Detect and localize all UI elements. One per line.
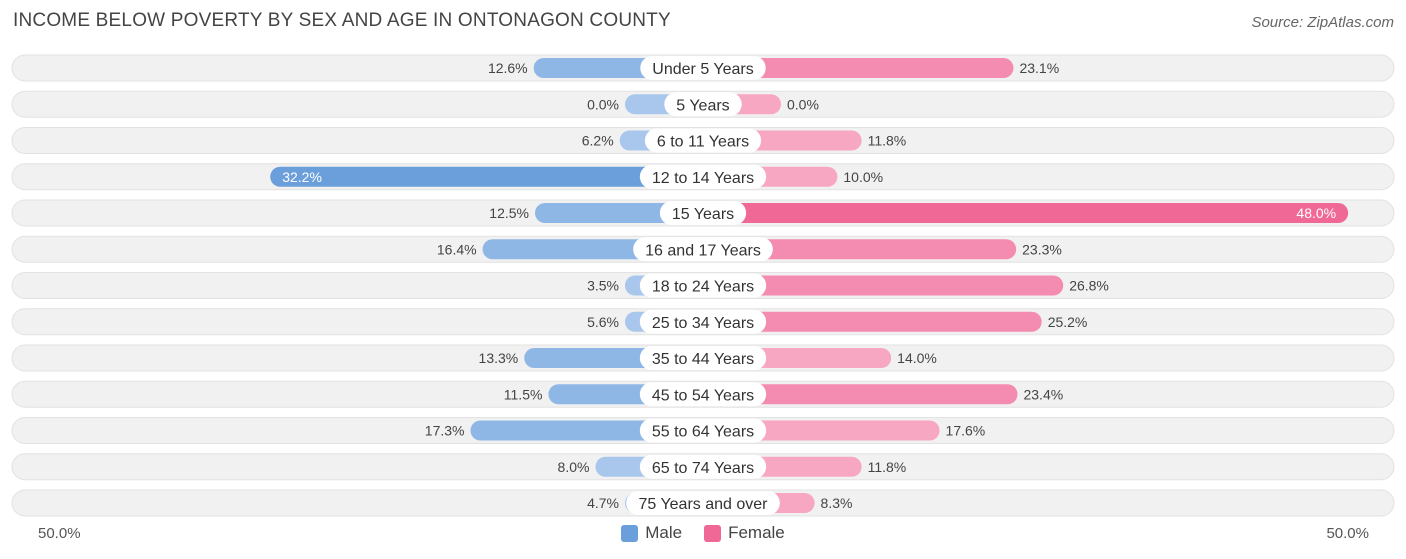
category-label: 35 to 44 Years [652,351,754,368]
male-value-label: 3.5% [587,278,619,294]
category-pill [639,454,767,479]
male-value-label: 4.7% [587,495,619,511]
female-value-label: 11.8% [868,459,907,475]
category-label: 75 Years and over [639,496,769,513]
female-value-label: 26.8% [1069,278,1109,294]
female-value-label: 23.3% [1022,241,1062,257]
category-pill [633,237,773,262]
legend: Male Female [0,523,1406,543]
male-value-label: 32.2% [282,169,322,185]
female-bar [703,203,1349,223]
legend-label-female: Female [728,523,785,542]
female-value-label: 25.2% [1048,314,1088,330]
axis-left-label: 50.0% [38,525,81,542]
legend-label-male: Male [645,523,683,542]
female-value-label: 14.0% [897,350,937,366]
male-value-label: 8.0% [558,459,590,475]
female-bar [703,58,1014,78]
female-value-label: 0.0% [787,96,819,112]
category-pill [644,128,762,153]
female-value-label: 10.0% [843,169,883,185]
female-value-label: 17.6% [946,423,986,439]
female-value-label: 48.0% [1296,205,1336,221]
male-value-label: 12.6% [488,60,528,76]
category-label: Under 5 Years [652,61,753,78]
category-pill [639,346,767,370]
male-value-label: 16.4% [437,241,477,257]
female-bar [703,311,1042,332]
male-value-label: 0.0% [587,96,619,112]
category-pill [639,273,767,298]
male-value-label: 13.3% [479,350,519,366]
category-label: 12 to 14 Years [652,170,754,187]
category-label: 25 to 34 Years [652,315,754,332]
category-label: 15 Years [672,206,734,223]
category-label: 65 to 74 Years [652,460,754,477]
male-value-label: 6.2% [582,133,614,149]
male-value-label: 17.3% [425,423,465,439]
category-pill [664,92,742,117]
male-value-label: 5.6% [587,314,619,330]
chart-area: 12.6% 23.1% Under 5 Years 0.0% 0.0% 5 Years 6.… [11,54,1395,517]
category-label: 18 to 24 Years [652,279,754,296]
category-label: 5 Years [676,97,729,114]
female-bar [703,275,1064,296]
male-bar [270,166,703,187]
category-label: 55 to 64 Years [652,424,754,441]
female-bar [703,384,1018,405]
legend-item-male[interactable]: Male [621,523,682,543]
category-pill [639,382,767,407]
legend-swatch-female [704,524,722,542]
female-value-label: 23.1% [1019,60,1059,76]
category-pill [639,309,767,334]
source-credit: Source: ZipAtlas.com [1251,14,1394,31]
category-pill [639,418,767,443]
category-pill [659,201,747,225]
female-value-label: 8.3% [821,495,853,511]
category-label: 16 and 17 Years [645,242,761,259]
female-value-label: 23.4% [1023,386,1063,402]
male-value-label: 11.5% [504,386,543,402]
female-bar [703,239,1017,260]
legend-swatch-male [621,524,639,542]
legend-item-female[interactable]: Female [704,523,785,543]
category-label: 45 to 54 Years [652,387,754,404]
category-label: 6 to 11 Years [657,134,749,151]
category-pill [626,491,780,515]
chart-title: INCOME BELOW POVERTY BY SEX AND AGE IN O… [13,10,671,31]
category-pill [640,56,766,80]
female-value-label: 11.8% [868,133,907,149]
category-pill [639,164,767,189]
axis-right-label: 50.0% [1326,525,1369,542]
male-value-label: 12.5% [489,205,529,221]
